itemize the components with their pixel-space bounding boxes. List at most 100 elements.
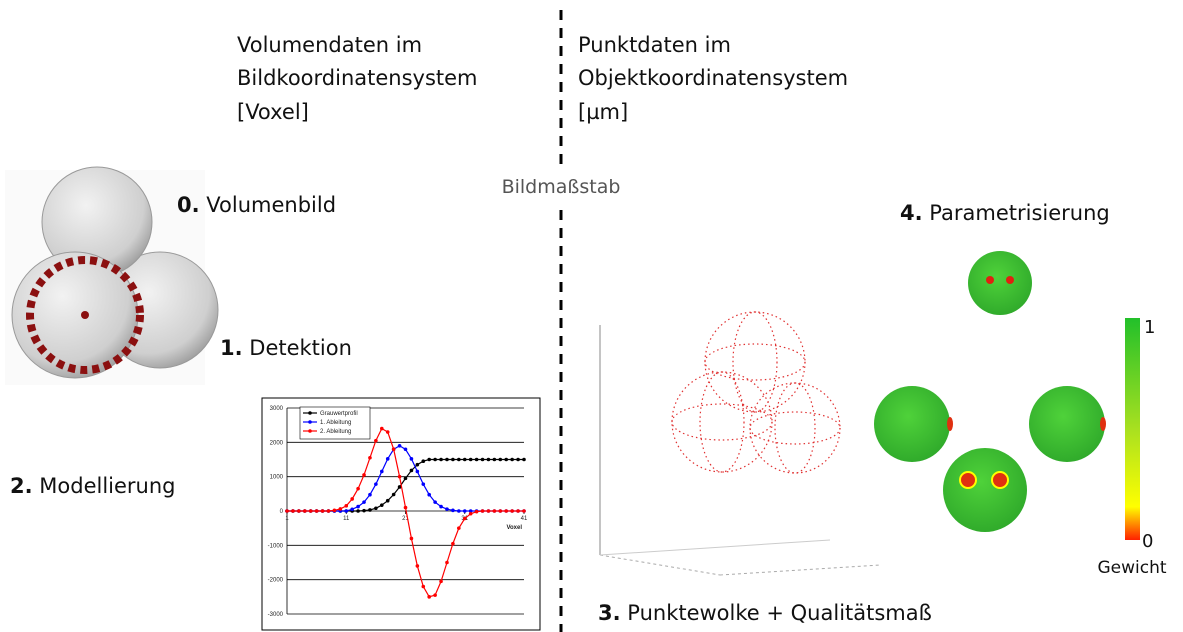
data-point xyxy=(510,509,514,513)
data-point xyxy=(398,475,402,479)
step: 3. Punktewolke + Qualitätsmaß xyxy=(598,601,932,625)
colorbar-label: Gewicht xyxy=(1097,558,1166,578)
colorbar-max: 1 xyxy=(1144,317,1155,338)
data-point xyxy=(499,509,503,513)
y-tick-label: -2000 xyxy=(268,578,284,584)
data-point xyxy=(374,482,378,486)
header-right: Punktdaten im Objektkoordinatensystem [µ… xyxy=(578,33,848,124)
data-point xyxy=(493,509,497,513)
data-point xyxy=(487,509,491,513)
data-point xyxy=(475,458,479,462)
data-point xyxy=(386,457,390,461)
y-tick-label: -1000 xyxy=(268,543,284,549)
data-point xyxy=(493,458,497,462)
data-point xyxy=(463,458,467,462)
data-point xyxy=(421,459,425,463)
data-point xyxy=(315,509,319,513)
data-point xyxy=(285,509,289,513)
data-point xyxy=(445,561,449,565)
data-point xyxy=(463,509,467,513)
data-point xyxy=(433,458,437,462)
data-point xyxy=(386,430,390,434)
step: 4. Parametrisierung xyxy=(900,201,1110,225)
data-point xyxy=(404,477,408,481)
data-point xyxy=(398,444,402,448)
data-point xyxy=(445,458,449,462)
data-point xyxy=(481,509,485,513)
data-point xyxy=(481,458,485,462)
data-point xyxy=(421,585,425,589)
y-tick-label: -3000 xyxy=(268,612,284,618)
data-point xyxy=(303,509,307,513)
step-label: Punktewolke + Qualitätsmaß xyxy=(627,601,932,625)
data-point xyxy=(404,506,408,510)
data-point xyxy=(416,470,420,474)
step-number: 3. xyxy=(598,601,621,625)
data-point xyxy=(416,463,420,467)
legend-marker xyxy=(308,420,312,424)
legend-marker xyxy=(308,411,312,415)
data-point xyxy=(410,537,414,541)
colorbar xyxy=(1125,318,1140,540)
data-point xyxy=(327,509,331,513)
header-text: Volumendaten im xyxy=(237,33,422,57)
step-label: Parametrisierung xyxy=(929,201,1109,225)
data-point xyxy=(339,507,343,511)
data-point xyxy=(333,509,337,513)
data-point xyxy=(427,595,431,599)
data-point xyxy=(374,439,378,443)
data-point xyxy=(504,509,508,513)
data-point xyxy=(445,507,449,511)
data-point xyxy=(297,509,301,513)
data-point xyxy=(463,517,467,521)
x-tick-label: 11 xyxy=(343,516,350,522)
step-label: Volumenbild xyxy=(206,193,336,217)
header-left: Volumendaten im Bildkoordinatensystem [V… xyxy=(237,33,478,124)
data-point xyxy=(522,509,526,513)
data-point xyxy=(451,509,455,513)
data-point xyxy=(421,482,425,486)
step: 1. Detektion xyxy=(220,336,352,360)
step-number: 1. xyxy=(220,336,243,360)
data-point xyxy=(350,497,354,501)
data-point xyxy=(416,564,420,568)
y-tick-label: 2000 xyxy=(270,440,284,446)
header-text: Punktdaten im xyxy=(578,33,731,57)
data-point xyxy=(487,458,491,462)
data-point xyxy=(469,512,473,516)
header-text: [Voxel] xyxy=(237,100,309,124)
data-point xyxy=(344,504,348,508)
data-point xyxy=(475,510,479,514)
step-number: 4. xyxy=(900,201,923,225)
data-point xyxy=(427,458,431,462)
header-text: Objektkoordinatensystem xyxy=(578,66,848,90)
data-point xyxy=(427,493,431,497)
data-point xyxy=(392,447,396,451)
data-point xyxy=(404,448,408,452)
figure: Volumendaten im Bildkoordinatensystem [V… xyxy=(0,0,1183,632)
data-point xyxy=(451,542,455,546)
data-point xyxy=(516,509,520,513)
data-point xyxy=(362,509,366,513)
data-point xyxy=(433,593,437,597)
data-point xyxy=(457,509,461,513)
data-point xyxy=(344,509,348,513)
x-tick-label: 41 xyxy=(521,516,528,522)
data-point xyxy=(469,458,473,462)
data-point xyxy=(457,458,461,462)
step: 0. Volumenbild xyxy=(177,193,336,217)
header-text: Bildkoordinatensystem xyxy=(237,66,478,90)
data-point xyxy=(439,580,443,584)
data-point xyxy=(392,493,396,497)
step-number: 2. xyxy=(10,474,33,498)
data-point xyxy=(350,507,354,511)
data-point xyxy=(439,458,443,462)
step-label: Modellierung xyxy=(39,474,175,498)
data-point xyxy=(362,500,366,504)
data-point xyxy=(516,458,520,462)
data-point xyxy=(356,487,360,491)
data-point xyxy=(309,509,313,513)
data-point xyxy=(374,506,378,510)
data-point xyxy=(291,509,295,513)
